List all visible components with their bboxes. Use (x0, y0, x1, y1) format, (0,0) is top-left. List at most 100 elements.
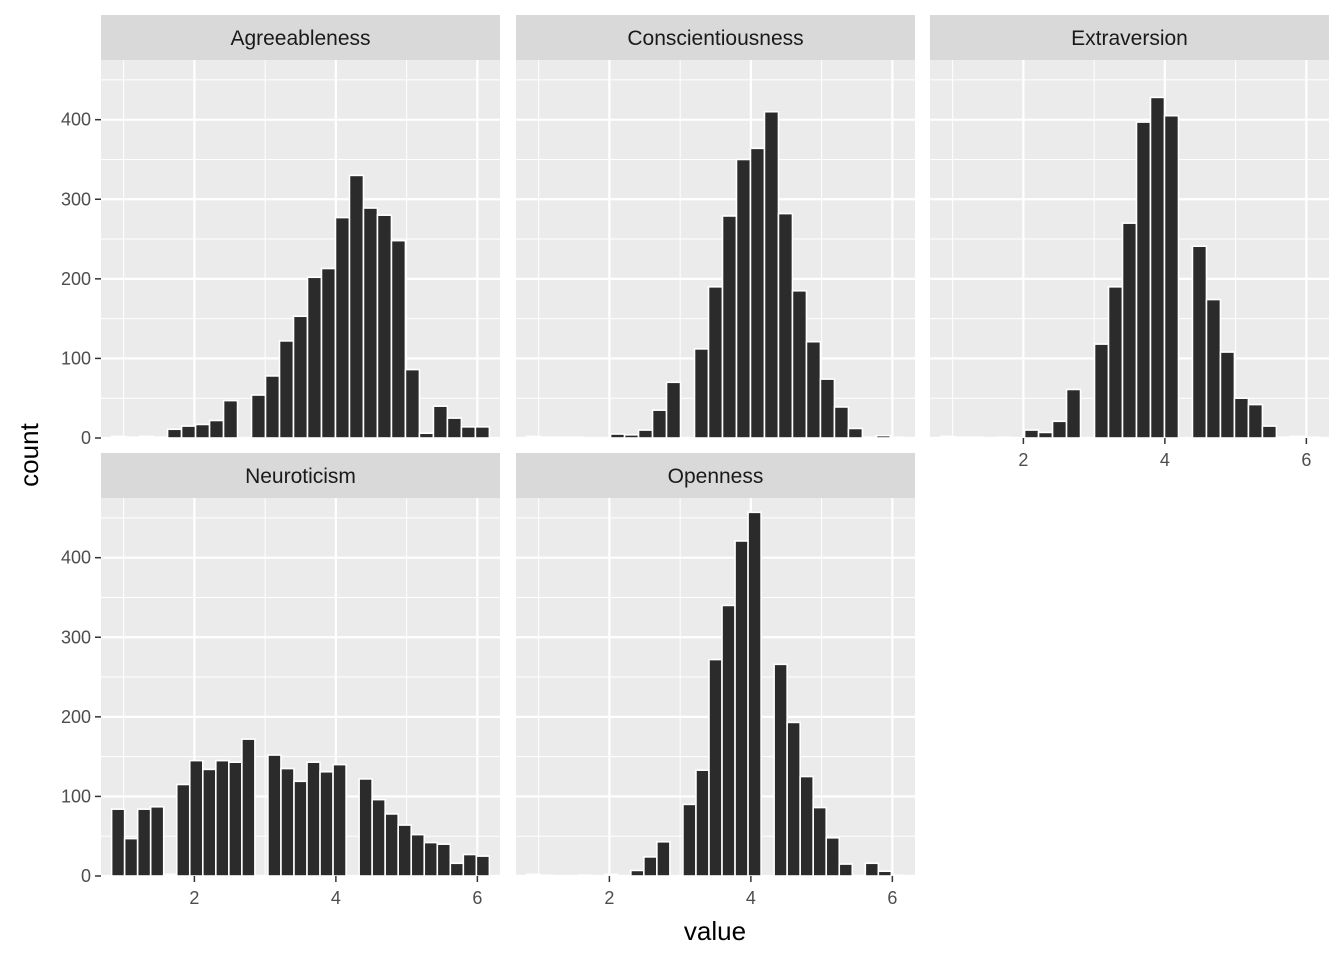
histogram-bar (577, 874, 593, 877)
histogram-bar (695, 769, 710, 877)
histogram-bar (1023, 429, 1040, 439)
histogram-bar (786, 721, 801, 877)
histogram-bar (460, 426, 477, 439)
facet-strip-extraversion (930, 15, 1329, 60)
facet-strip-label: Agreeableness (230, 27, 370, 50)
histogram-bar (264, 375, 281, 439)
facet-strip-label: Extraversion (1071, 27, 1188, 50)
x-tick-label: 2 (604, 888, 614, 908)
histogram-bar (747, 511, 762, 877)
histogram-bar (1107, 285, 1124, 439)
histogram-bar (1093, 343, 1110, 439)
x-tick-label: 2 (1018, 450, 1028, 470)
y-axis-title: count (14, 422, 44, 486)
histogram-bar (332, 763, 347, 877)
histogram-bar (418, 432, 435, 439)
x-tick-label: 6 (472, 888, 482, 908)
histogram-bar (319, 770, 334, 877)
histogram-bar (215, 759, 230, 877)
histogram-bar (306, 761, 321, 877)
facet-strip-neuroticism (101, 453, 500, 498)
histogram-bar (208, 419, 225, 439)
histogram-bar (362, 207, 379, 439)
histogram-bar (110, 435, 127, 439)
histogram-bar (1037, 431, 1054, 439)
histogram-bar (889, 436, 906, 439)
histogram-bar (123, 837, 139, 877)
histogram-bar (1205, 298, 1222, 439)
histogram-bar (110, 808, 126, 877)
histogram-bar (1149, 96, 1166, 439)
histogram-bar (250, 394, 267, 439)
histogram-bar (376, 214, 393, 439)
histogram-bar (306, 276, 323, 439)
histogram-bar (682, 803, 697, 877)
histogram-bar (1247, 403, 1264, 439)
histogram-bar (995, 436, 1012, 439)
x-tick-label: 2 (189, 888, 199, 908)
histogram-bar (320, 267, 337, 439)
facet-strip-openness (516, 453, 915, 498)
histogram-bar (763, 110, 780, 439)
histogram-bar (708, 658, 723, 877)
histogram-bar (861, 436, 878, 439)
histogram-bar (665, 381, 682, 439)
histogram-bar (475, 855, 491, 877)
histogram-bar (603, 873, 619, 877)
facet-strip-agreeableness (101, 15, 500, 60)
histogram-bar (1163, 114, 1180, 439)
x-tick-label: 4 (331, 888, 341, 908)
histogram-bar (656, 840, 671, 877)
histogram-bar (1261, 425, 1278, 439)
histogram-bar (721, 215, 738, 439)
y-tick-label: 200 (61, 269, 91, 289)
histogram-bar (630, 869, 645, 877)
histogram-bar (875, 434, 892, 439)
histogram-bar (1289, 435, 1306, 439)
x-tick-label: 4 (746, 888, 756, 908)
histogram-bar (162, 873, 178, 877)
histogram-bar (721, 604, 736, 877)
histogram-bar (735, 158, 752, 439)
histogram-bar (1135, 121, 1152, 439)
histogram-bar (791, 289, 808, 439)
histogram-bar (152, 436, 169, 439)
x-tick-label: 4 (1160, 450, 1170, 470)
histogram-bar (643, 856, 658, 877)
y-tick-label: 400 (61, 548, 91, 568)
histogram-bar (358, 778, 373, 877)
histogram-bar (651, 409, 668, 439)
histogram-bar (267, 754, 282, 877)
facet-strip-label: Neuroticism (245, 465, 356, 488)
histogram-bar (175, 783, 191, 877)
histogram-bar (890, 874, 906, 877)
histogram-bar (877, 870, 893, 877)
histogram-bar (474, 426, 491, 439)
histogram-bar (749, 147, 766, 439)
histogram-bar (1275, 436, 1292, 439)
y-tick-label: 400 (61, 110, 91, 130)
histogram-bar (799, 775, 815, 877)
histogram-bar (149, 805, 165, 877)
histogram-bar (404, 368, 421, 439)
histogram-bar (525, 435, 542, 439)
histogram-bar (777, 212, 794, 439)
histogram-bar (538, 874, 554, 877)
histogram-bar (819, 378, 836, 439)
histogram-bar (136, 808, 152, 877)
histogram-bar (293, 780, 308, 877)
histogram-bar (124, 436, 141, 439)
y-tick-label: 100 (61, 786, 91, 806)
histogram-bar (609, 433, 626, 439)
histogram-bar (833, 406, 850, 439)
histogram-bar (194, 423, 211, 439)
histogram-bar (838, 863, 854, 877)
histogram-bar (1233, 397, 1250, 439)
histogram-bar (188, 759, 204, 877)
histogram-bar (967, 436, 984, 439)
x-tick-label: 6 (1301, 450, 1311, 470)
y-tick-label: 300 (61, 627, 91, 647)
histogram-bar (228, 761, 243, 877)
histogram-bar (201, 768, 217, 877)
histogram-bar (773, 663, 788, 877)
